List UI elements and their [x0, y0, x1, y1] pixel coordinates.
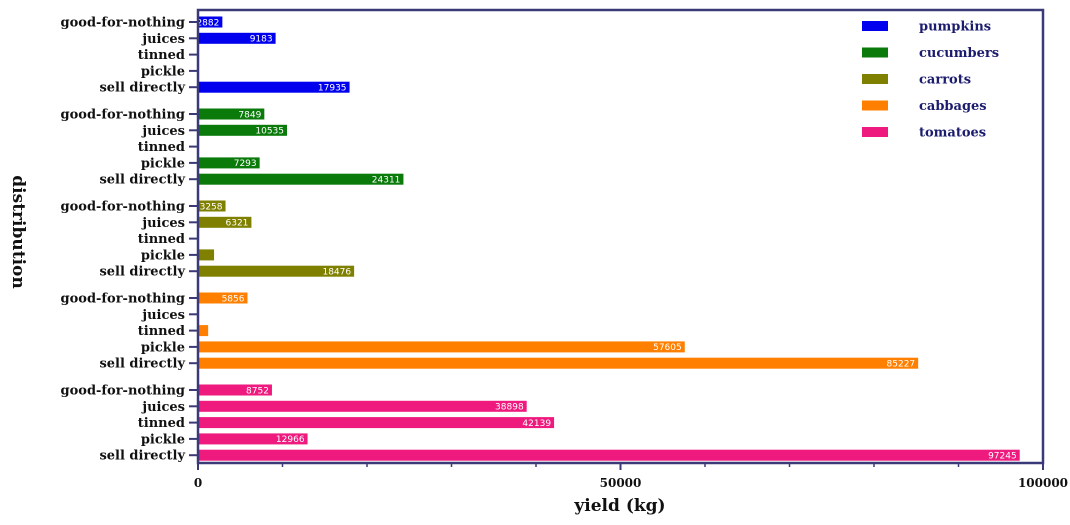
bar-cucumbers-sell directly [198, 173, 404, 185]
category-label: juices [141, 308, 185, 323]
category-label: tinned [138, 416, 185, 431]
category-label: good-for-nothing [61, 292, 185, 307]
category-label: juices [141, 400, 185, 415]
bar-carrots-juices [198, 216, 252, 228]
legend: pumpkins cucumbers carrots cabbages tomatoes [862, 20, 999, 141]
bar-value-label: 3258 [200, 202, 223, 212]
category-label: good-for-nothing [61, 108, 185, 123]
bar-cucumbers-juices [198, 124, 288, 136]
bar-value-label: 7849 [238, 110, 261, 120]
bar-value-label: 9183 [250, 35, 273, 45]
bar-tomatoes-good-for-nothing [198, 384, 272, 396]
category-label: good-for-nothing [61, 200, 185, 215]
bar-value-label: 8752 [246, 386, 269, 396]
bar-tomatoes-juices [198, 400, 527, 412]
bar-cabbages-tinned [198, 325, 209, 337]
bar-value-label: 5856 [222, 294, 245, 304]
bar-value-label: 38898 [495, 403, 524, 413]
legend-swatch-tomatoes [862, 127, 888, 137]
bar-value-label: 7293 [234, 159, 257, 169]
category-label: pickle [141, 340, 185, 355]
category-label: juices [141, 32, 185, 47]
bar-value-label: 97245 [988, 452, 1017, 462]
bar-value-label: 24311 [372, 176, 401, 186]
bar-pumpkins-good-for-nothing [198, 16, 223, 28]
bar-tomatoes-sell directly [198, 449, 1020, 461]
bar-cabbages-sell directly [198, 357, 919, 369]
legend-swatch-pumpkins [862, 21, 888, 31]
category-label: juices [141, 124, 185, 139]
legend-swatch-carrots [862, 74, 888, 84]
category-label: tinned [138, 232, 185, 247]
category-label: tinned [138, 324, 185, 339]
bar-value-label: 57605 [653, 343, 682, 353]
category-label: sell directly [99, 173, 185, 188]
plot-frame [196, 8, 1045, 465]
category-label: sell directly [99, 265, 185, 280]
bar-value-label: 85227 [887, 360, 916, 370]
x-tick-label: 50000 [600, 476, 642, 490]
category-label: good-for-nothing [61, 16, 185, 31]
category-label: sell directly [99, 357, 185, 372]
bar-value-label: 17935 [318, 84, 347, 94]
category-label: tinned [138, 48, 185, 63]
category-label: pickle [141, 432, 185, 447]
bar-pumpkins-juices [198, 32, 276, 44]
bar-value-label: 18476 [322, 268, 351, 278]
legend-label-tomatoes: tomatoes [919, 126, 986, 141]
bar-cabbages-good-for-nothing [198, 292, 248, 304]
bar-carrots-good-for-nothing [198, 200, 226, 212]
legend-label-cucumbers: cucumbers [919, 46, 999, 61]
category-label: pickle [141, 248, 185, 263]
y-axis-title: distribution [8, 175, 28, 288]
bar-cucumbers-pickle [198, 157, 260, 169]
bar-pumpkins-sell directly [198, 81, 350, 93]
category-label: good-for-nothing [61, 384, 185, 399]
category-label: tinned [138, 140, 185, 155]
x-ticks: 0 50000 100000 [194, 463, 1068, 490]
category-label: sell directly [99, 449, 185, 464]
bar-carrots-sell directly [198, 265, 355, 277]
bar-cabbages-pickle [198, 341, 685, 353]
bar-tomatoes-tinned [198, 417, 555, 429]
x-tick-label: 0 [194, 476, 202, 490]
category-label: pickle [141, 64, 185, 79]
bar-carrots-pickle [198, 249, 215, 261]
bar-value-label: 12966 [276, 435, 305, 445]
bar-value-label: 6321 [226, 219, 249, 229]
bar-value-label: 10535 [255, 127, 284, 137]
bar-tomatoes-pickle [198, 433, 308, 445]
legend-label-pumpkins: pumpkins [919, 20, 991, 35]
legend-label-cabbages: cabbages [919, 99, 987, 114]
bar-cucumbers-good-for-nothing [198, 108, 265, 120]
category-label: juices [141, 216, 185, 231]
x-tick-label: 100000 [1018, 476, 1068, 490]
bar-value-label: 2882 [196, 18, 219, 28]
legend-swatch-cucumbers [862, 47, 888, 58]
bar-value-label: 42139 [522, 419, 551, 429]
category-label: sell directly [99, 81, 185, 96]
x-axis-title: yield (kg) [573, 496, 665, 516]
category-label: pickle [141, 156, 185, 171]
legend-label-carrots: carrots [919, 73, 971, 88]
legend-swatch-cabbages [862, 100, 888, 111]
